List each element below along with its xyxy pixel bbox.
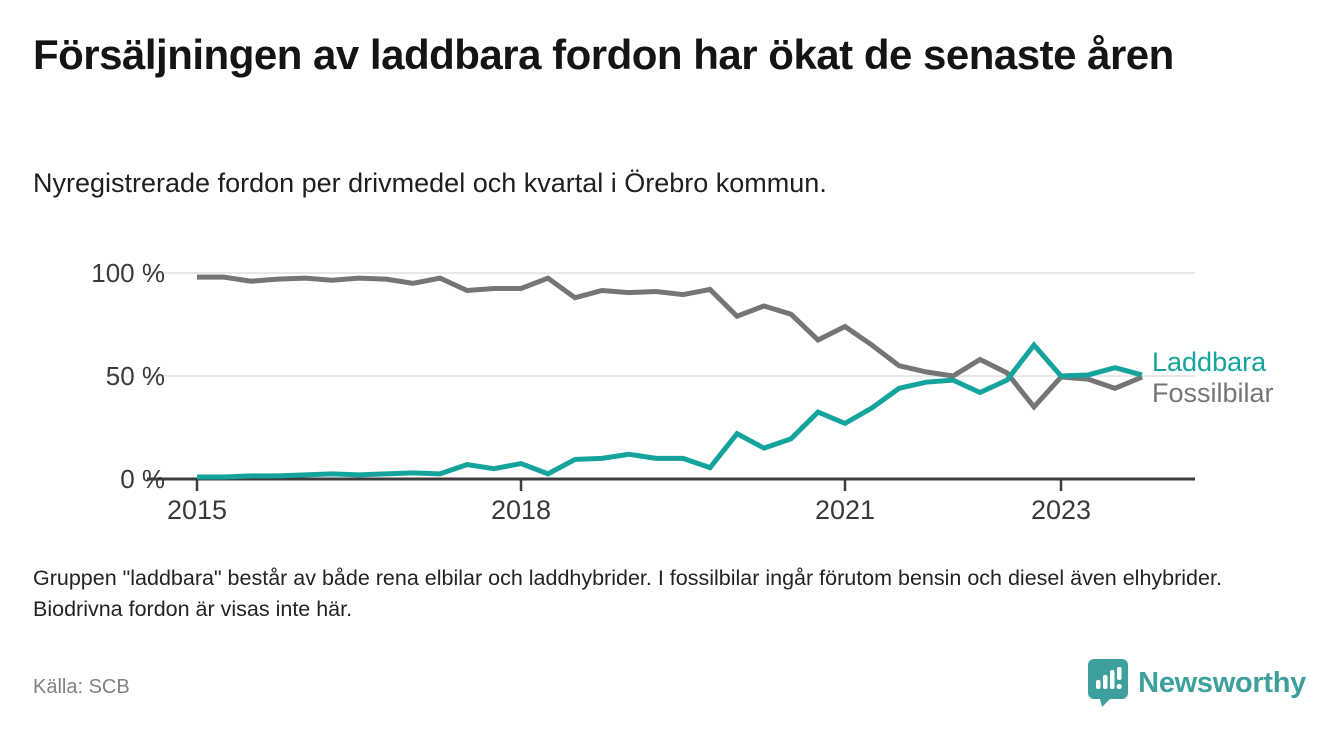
x-axis-label: 2015 [167, 495, 227, 525]
brand-name: Newsworthy [1138, 666, 1306, 699]
chart-subtitle: Nyregistrerade fordon per drivmedel och … [33, 168, 827, 198]
page-title: Försäljningen av laddbara fordon har öka… [33, 31, 1174, 78]
line-chart: 2015 2018 2021 2023 0 % 50 % 100 % [0, 240, 1340, 540]
footnote: Gruppen "laddbara" består av både rena e… [33, 566, 1222, 621]
x-axis-label: 2023 [1031, 495, 1091, 525]
y-axis-label: 50 % [106, 361, 165, 391]
legend-label-fossilbilar: Fossilbilar [1152, 378, 1274, 408]
x-axis-label: 2021 [815, 495, 875, 525]
branding: Newsworthy [1088, 659, 1306, 707]
y-axis-label: 100 % [91, 258, 165, 288]
source-label: Källa: SCB [33, 676, 130, 698]
newsworthy-speech-bubble-bars-icon [1088, 659, 1129, 707]
line-chart-svg: 2015 2018 2021 2023 0 % 50 % 100 % [91, 258, 1195, 525]
series-line-laddbara [197, 341, 1143, 480]
legend-label-laddbara: Laddbara [1152, 347, 1267, 377]
series-line-fossilbilar [197, 274, 1143, 411]
y-axis-label: 0 % [120, 464, 165, 494]
x-axis-label: 2018 [491, 495, 551, 525]
